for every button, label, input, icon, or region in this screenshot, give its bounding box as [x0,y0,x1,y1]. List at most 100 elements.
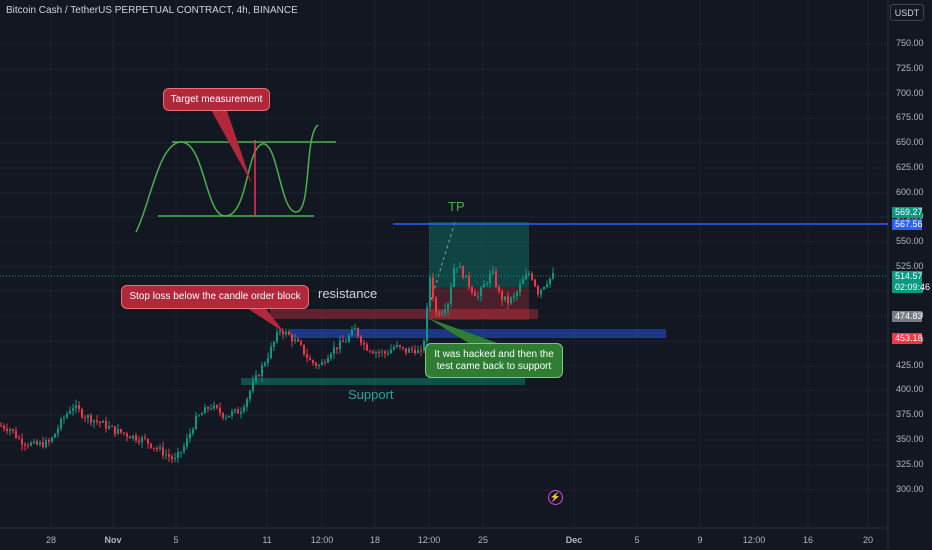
lightning-icon[interactable]: ⚡ [548,490,563,505]
candle-body [339,340,341,350]
candle-body [18,437,20,439]
support-zone[interactable] [241,378,525,385]
hacked-callout[interactable]: It was hacked and then the test came bac… [425,343,563,378]
candle-body [231,411,233,416]
resistance-zone[interactable] [270,309,538,319]
price-tick-label: 650.00 [896,137,924,147]
candle-body [360,336,362,344]
candle-body [351,329,353,336]
candle-body [168,454,170,457]
bar-countdown: 02:09:46 [895,282,931,292]
candle-body [345,341,347,343]
candle-body [111,426,113,428]
candle-body [45,440,47,448]
candle-body [30,442,32,446]
candle-body [87,415,89,418]
candle-body [408,348,410,353]
candle-body [330,353,332,359]
candle-body [264,362,266,366]
price-tick-label: 700.00 [896,88,924,98]
candle-body [192,429,194,434]
candle-body [456,267,458,269]
candle-body [327,358,329,363]
candle-body [156,447,158,449]
resistance-label[interactable]: resistance [318,286,378,301]
candle-body [510,297,512,304]
price-tick-label: 750.00 [896,38,924,48]
time-tick-label: Nov [104,535,122,545]
stop-loss-callout[interactable]: Stop loss below the candle order block [121,285,309,309]
candle-body [441,312,443,315]
price-tick-label: 425.00 [896,360,924,370]
candle-body [261,365,263,377]
candle-body [117,428,119,434]
candle-body [72,408,74,411]
candle-body [420,350,422,352]
candle-body [429,277,431,308]
target-measurement-callout[interactable]: Target measurement [163,88,270,111]
order-block-zone[interactable] [290,329,666,338]
symbol-title[interactable]: Bitcoin Cash / TetherUS PERPETUAL CONTRA… [6,5,298,16]
hacked-callout-line1: It was hacked and then the [434,348,554,360]
candle-body [468,275,470,288]
candle-body [315,362,317,366]
price-tick-label: 300.00 [896,484,924,494]
candle-body [321,361,323,366]
candle-body [96,420,98,422]
candle-body [504,296,506,300]
candle-body [513,295,515,298]
price-tick-label: 325.00 [896,459,924,469]
candle-body [414,349,416,354]
risk-zone[interactable] [429,287,529,320]
candle-body [174,457,176,459]
candle-body [147,438,149,444]
candle-body [3,425,5,429]
price-badge-453: 453.18 [892,333,923,344]
candle-body [399,345,401,347]
candle-body [372,351,374,354]
candle-body [303,344,305,355]
support-label[interactable]: Support [348,387,394,402]
candle-body [42,442,44,448]
candle-body [492,271,494,274]
candle-body [141,437,143,443]
candle-body [123,432,125,434]
candle-body [75,405,77,409]
candle-body [78,405,80,410]
candle-body [222,413,224,418]
candle-body [276,332,278,342]
candle-body [51,437,53,442]
candle-body [300,341,302,345]
candle-body [36,441,38,445]
candle-body [54,433,56,438]
candle-body [531,273,533,280]
candle-body [291,334,293,342]
candle-body [243,407,245,412]
candle-body [150,443,152,448]
price-tick-label: 375.00 [896,409,924,419]
candle-body [132,435,134,439]
candle-body [279,330,281,333]
candle-body [195,415,197,430]
currency-button[interactable]: USDT [890,4,924,21]
candle-body [435,297,437,313]
candle-body [309,357,311,361]
candle-body [240,411,242,414]
candle-body [282,330,284,335]
target-callout-tail [210,108,252,184]
candle-body [126,433,128,437]
hacked-callout-tail [428,318,500,344]
candle-body [171,456,173,459]
candle-body [444,309,446,313]
candle-body [159,447,161,449]
candle-body [120,428,122,433]
candle-body [447,303,449,310]
candle-body [426,307,428,341]
candle-body [525,274,527,280]
tp-label[interactable]: TP [448,199,465,214]
tp-target-zone[interactable] [429,222,529,287]
target-sine-drawing[interactable] [135,124,319,233]
tp-projection-line [430,221,456,301]
candle-body [417,350,419,354]
